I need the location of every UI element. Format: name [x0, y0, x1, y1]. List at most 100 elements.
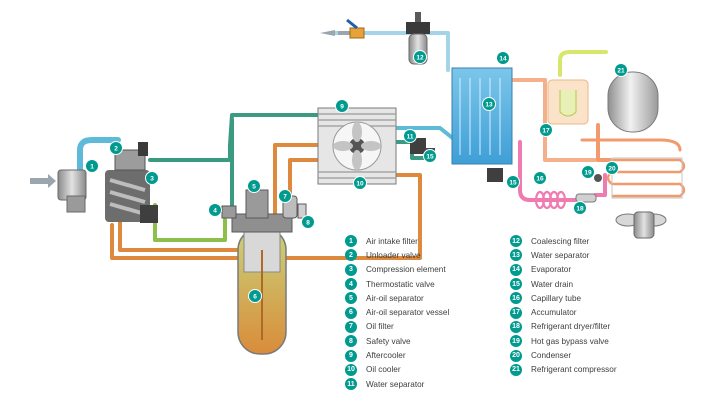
legend-left: 1 Air intake filter 2 Unloader valve 3 Compre… [345, 234, 449, 391]
legend-number-badge: 5 [345, 292, 357, 305]
air-inlet-arrow [30, 174, 56, 188]
legend-label: Refrigerant compressor [531, 365, 617, 375]
legend-number-badge: 7 [345, 320, 357, 333]
callout-number: 8 [306, 219, 310, 226]
legend-item: 5 Air-oil separator [345, 291, 449, 305]
air-intake-filter [57, 169, 87, 213]
callout-badge: 10 [353, 176, 367, 190]
refrigerant-pipe [580, 138, 682, 152]
intake-air-pipe [77, 137, 121, 181]
legend-number-badge: 21 [510, 363, 522, 376]
legend-item: 13 Water separator [510, 248, 617, 262]
hot-gas-bypass-valve [594, 174, 602, 182]
legend-label: Oil cooler [366, 365, 401, 375]
aftercooler-oil-cooler [317, 107, 397, 185]
legend-number-badge: 3 [345, 263, 357, 276]
legend-number-badge: 18 [510, 320, 522, 333]
legend-number-badge: 15 [510, 278, 522, 291]
legend-number-badge: 4 [345, 278, 357, 291]
callout-badge: 13 [482, 97, 496, 111]
legend-number-badge: 10 [345, 363, 357, 376]
refrigerant-pipe [518, 140, 577, 202]
safety-valve [297, 203, 307, 219]
legend-label: Capillary tube [531, 293, 582, 303]
water-separator-11 [410, 138, 426, 154]
legend-number-badge: 9 [345, 349, 357, 362]
callout-number: 1 [90, 163, 94, 170]
callout-badge: 15 [423, 149, 437, 163]
callout-badge: 20 [605, 161, 619, 175]
legend-number-badge: 20 [510, 349, 522, 362]
callout-number: 16 [536, 175, 544, 182]
legend-number-badge: 14 [510, 263, 522, 276]
callout-badge: 7 [278, 189, 292, 203]
legend-item: 9 Aftercooler [345, 348, 449, 362]
legend-item: 15 Water drain [510, 277, 617, 291]
legend-label: Safety valve [366, 336, 411, 346]
callout-badge: 6 [248, 289, 262, 303]
legend-number-badge: 16 [510, 292, 522, 305]
air-outlet-arrow [320, 30, 335, 36]
callout-number: 5 [252, 183, 256, 190]
outlet-valve [346, 18, 365, 39]
callout-badge: 1 [85, 159, 99, 173]
callout-number: 15 [509, 179, 517, 186]
compression-element [105, 170, 158, 223]
legend-label: Water separator [531, 250, 590, 260]
dry-air-pipe [328, 31, 450, 72]
legend-number-badge: 6 [345, 306, 357, 319]
legend-number-badge: 13 [510, 249, 522, 262]
callout-number: 7 [283, 193, 287, 200]
callout-number: 12 [416, 54, 424, 61]
legend-label: Unloader valve [366, 250, 421, 260]
oil-pipe [388, 173, 422, 254]
refrigerant-pipe [593, 173, 607, 197]
callout-number: 6 [253, 293, 257, 300]
callout-badge: 3 [145, 171, 159, 185]
legend-label: Air intake filter [366, 236, 418, 246]
callout-badge: 8 [301, 215, 315, 229]
legend-item: 14 Evaporator [510, 263, 617, 277]
callout-number: 2 [114, 145, 118, 152]
callout-number: 20 [608, 165, 616, 172]
unloader-valve [114, 142, 148, 171]
legend-label: Refrigerant dryer/filter [531, 322, 611, 332]
legend-item: 11 Water separator [345, 377, 449, 391]
callout-number: 3 [150, 175, 154, 182]
callout-badge: 15 [506, 175, 520, 189]
legend-label: Accumulator [531, 308, 577, 318]
callout-badge: 11 [403, 129, 417, 143]
legend-number-badge: 12 [510, 235, 522, 248]
callout-number: 9 [340, 103, 344, 110]
legend-item: 10 Oil cooler [345, 363, 449, 377]
legend-number-badge: 11 [345, 378, 357, 391]
callout-number: 19 [584, 169, 592, 176]
legend-item: 3 Compression element [345, 263, 449, 277]
refrigerant-compressor [607, 71, 659, 133]
air-outlet-arrow [338, 31, 352, 35]
condenser-fan [615, 211, 667, 239]
legend-item: 2 Unloader valve [345, 248, 449, 262]
air-oil-separator-vessel [231, 213, 293, 355]
legend-item: 6 Air-oil separator vessel [345, 305, 449, 319]
accumulator [547, 79, 589, 125]
intake-air-pipe [393, 126, 457, 142]
capillary-tube [534, 190, 567, 210]
legend-number-badge: 2 [345, 249, 357, 262]
legend-label: Water separator [366, 379, 425, 389]
callout-badge: 4 [208, 203, 222, 217]
callout-number: 11 [407, 133, 414, 140]
legend-item: 8 Safety valve [345, 334, 449, 348]
callout-badge: 18 [573, 201, 587, 215]
air-oil-separator [245, 189, 269, 219]
callout-badge: 2 [109, 141, 123, 155]
legend-item: 20 Condenser [510, 348, 617, 362]
legend-item: 17 Accumulator [510, 305, 617, 319]
legend-label: Compression element [366, 265, 446, 275]
callout-number: 17 [542, 127, 550, 134]
refrigerant-pipe [596, 123, 612, 162]
callout-badge: 16 [533, 171, 547, 185]
legend-item: 7 Oil filter [345, 320, 449, 334]
callout-number: 14 [499, 55, 507, 62]
